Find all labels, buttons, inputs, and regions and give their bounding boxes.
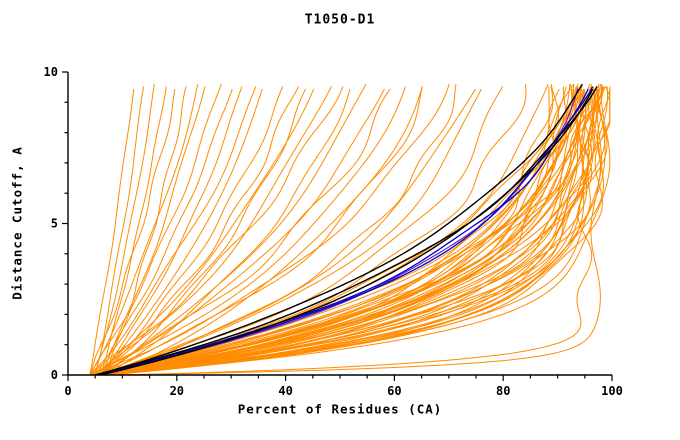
model-curve <box>106 88 580 376</box>
model-curve <box>122 84 593 376</box>
model-curve <box>89 86 406 376</box>
y-tick-label: 0 <box>51 368 58 382</box>
model-curve <box>89 86 257 376</box>
model-curve <box>89 88 176 376</box>
model-curve <box>105 86 187 376</box>
model-curve <box>94 88 315 376</box>
y-tick-label: 5 <box>51 217 58 231</box>
model-curve <box>89 86 606 376</box>
chart-title: T1050-D1 <box>304 12 376 28</box>
model-curve <box>100 83 367 376</box>
model-curve <box>100 86 580 376</box>
y-axis-label: Distance Cutoff, A <box>9 146 25 300</box>
highlight-curve <box>95 86 598 376</box>
model-curve <box>106 86 611 376</box>
model-curve <box>89 84 603 376</box>
model-curve <box>111 86 611 376</box>
highlight-curve <box>100 88 594 376</box>
x-tick-label: 20 <box>170 384 184 398</box>
model-curve <box>89 83 199 376</box>
model-curve <box>89 86 577 376</box>
x-tick-label: 80 <box>496 384 510 398</box>
model-curve <box>89 88 385 376</box>
model-curve <box>111 86 596 376</box>
model-curve <box>95 86 605 376</box>
model-curve <box>95 88 482 376</box>
model-curve <box>89 83 450 376</box>
x-tick-label: 0 <box>64 384 71 398</box>
model-curve <box>89 86 581 376</box>
model-curve <box>94 84 155 376</box>
model-curve <box>100 88 476 376</box>
model-curve <box>95 88 560 376</box>
model-curve <box>100 86 243 376</box>
model-curve <box>89 86 567 376</box>
model-curve <box>95 84 611 376</box>
model-curve <box>100 83 593 376</box>
model-curve <box>100 89 611 376</box>
model-curve <box>100 86 284 376</box>
x-tick-label: 60 <box>387 384 401 398</box>
model-curve <box>95 86 504 376</box>
model-curve <box>89 88 135 376</box>
x-axis-label: Percent of Residues (CA) <box>237 401 443 417</box>
model-curve <box>100 84 527 376</box>
x-tick-label: 40 <box>278 384 292 398</box>
model-curve <box>100 83 559 376</box>
model-curve <box>100 86 206 376</box>
axes: 0 20 40 60 80 100 0 5 10 <box>44 65 623 398</box>
curves <box>89 83 611 376</box>
model-curve <box>95 86 423 376</box>
highlight-curve <box>95 83 583 376</box>
x-tick-label: 100 <box>601 384 623 398</box>
model-curve <box>95 86 595 376</box>
model-curve <box>106 88 584 376</box>
model-curve <box>94 86 144 376</box>
y-tick-label: 10 <box>44 65 58 79</box>
model-curve <box>100 86 167 376</box>
model-curve <box>105 84 457 376</box>
model-curve <box>105 88 307 376</box>
model-curve <box>89 83 222 376</box>
model-curve <box>100 88 581 376</box>
model-curve <box>105 88 351 376</box>
curves-ensemble-orange <box>89 83 611 376</box>
model-curve <box>94 88 391 376</box>
model-curve <box>89 86 554 376</box>
model-curve <box>95 88 597 376</box>
model-curve <box>94 86 332 376</box>
curves-highlight-black <box>95 83 598 376</box>
model-curve <box>105 86 423 376</box>
model-curve <box>111 88 601 376</box>
model-curve <box>100 86 299 376</box>
model-curve <box>100 88 263 376</box>
